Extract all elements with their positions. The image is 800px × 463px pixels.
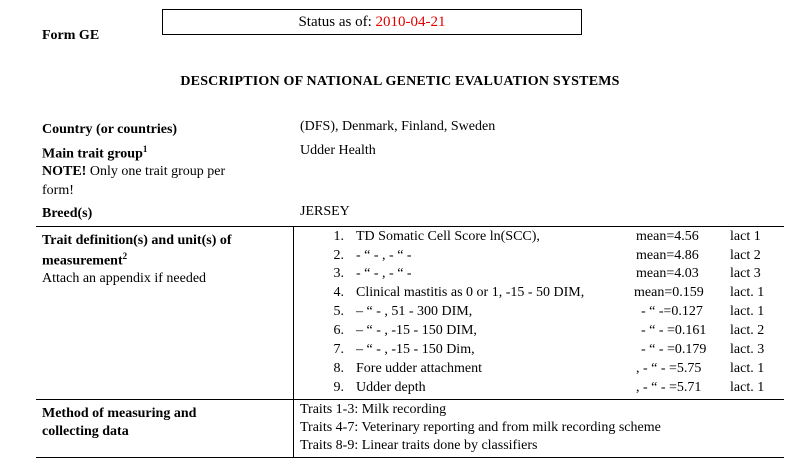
trait-lactation: lact. 3	[730, 342, 765, 357]
note-bold: NOTE!	[42, 164, 87, 179]
note-line-1: NOTE! Only one trait group per	[42, 164, 225, 180]
trait-group-value: Udder Health	[300, 143, 376, 158]
trait-number: 1.	[333, 229, 345, 244]
breed-value: JERSEY	[300, 204, 350, 219]
breed-label: Breed(s)	[42, 206, 93, 221]
trait-text: Fore udder attachment	[356, 361, 482, 376]
trait-mean: - “ - =0.179	[641, 342, 707, 357]
trait-lactation: lact 1	[730, 229, 761, 244]
trait-mean: - “ -=0.127	[641, 304, 703, 319]
trait-mean: mean=4.86	[636, 248, 699, 263]
method-label-line-2: collecting data	[42, 424, 129, 439]
trait-lactation: lact. 1	[730, 380, 765, 395]
trait-text: – “ - , 51 - 300 DIM,	[356, 304, 473, 319]
note-text: Only one trait group per	[86, 164, 226, 179]
trait-number: 8.	[333, 361, 345, 376]
trait-mean: , - “ - =5.71	[636, 380, 702, 395]
status-prefix: Status as of:	[298, 14, 376, 30]
trait-def-label-line-2: measurement2	[42, 251, 127, 270]
trait-number: 6.	[333, 323, 345, 338]
trait-lactation: lact. 1	[730, 285, 765, 300]
trait-lactation: lact 3	[730, 266, 761, 281]
status-date: 2010-04-21	[375, 14, 446, 30]
trait-lactation: lact. 1	[730, 361, 765, 376]
trait-text: - “ - , - “ -	[356, 266, 412, 281]
trait-group-label-text: Main trait group	[42, 146, 143, 162]
trait-number: 7.	[333, 342, 345, 357]
trait-text: Udder depth	[356, 380, 426, 395]
trait-number: 4.	[333, 285, 345, 300]
method-label-line-1: Method of measuring and	[42, 406, 197, 421]
trait-def-footnote: 2	[122, 251, 128, 261]
trait-text: – “ - , -15 - 150 Dim,	[356, 342, 475, 357]
trait-text: TD Somatic Cell Score ln(SCC),	[356, 229, 540, 244]
method-line: Traits 4-7: Veterinary reporting and fro…	[300, 420, 661, 435]
divider-bottom	[36, 457, 784, 458]
trait-mean: mean=0.159	[634, 285, 704, 300]
trait-mean: mean=4.03	[636, 266, 699, 281]
trait-text: – “ - , -15 - 150 DIM,	[356, 323, 477, 338]
trait-lactation: lact 2	[730, 248, 761, 263]
form-label: Form GE	[42, 28, 100, 43]
trait-mean: - “ - =0.161	[641, 323, 707, 338]
trait-number: 9.	[333, 380, 345, 395]
trait-group-footnote: 1	[142, 144, 148, 154]
trait-def-label-text: measurement	[42, 253, 123, 269]
trait-number: 2.	[333, 248, 345, 263]
trait-group-label: Main trait group1	[42, 144, 147, 163]
divider-middle	[36, 399, 784, 400]
note-line-2: form!	[42, 183, 74, 198]
trait-lactation: lact. 2	[730, 323, 765, 338]
trait-def-label-line-1: Trait definition(s) and unit(s) of	[42, 233, 232, 248]
trait-lactation: lact. 1	[730, 304, 765, 319]
trait-mean: mean=4.56	[636, 229, 699, 244]
column-divider-1	[293, 226, 294, 399]
method-line: Traits 8-9: Linear traits done by classi…	[300, 438, 538, 453]
country-label: Country (or countries)	[42, 122, 178, 137]
trait-text: - “ - , - “ -	[356, 248, 412, 263]
status-box: Status as of: 2010-04-21	[162, 9, 582, 35]
column-divider-2	[293, 399, 294, 457]
trait-text: Clinical mastitis as 0 or 1, -15 - 50 DI…	[356, 285, 585, 300]
method-line: Traits 1-3: Milk recording	[300, 402, 447, 417]
document-title: DESCRIPTION OF NATIONAL GENETIC EVALUATI…	[180, 74, 620, 89]
trait-mean: , - “ - =5.75	[636, 361, 702, 376]
trait-number: 3.	[333, 266, 345, 281]
trait-def-note: Attach an appendix if needed	[42, 271, 207, 286]
trait-number: 5.	[333, 304, 345, 319]
country-value: (DFS), Denmark, Finland, Sweden	[300, 119, 496, 134]
divider-top	[36, 226, 784, 227]
